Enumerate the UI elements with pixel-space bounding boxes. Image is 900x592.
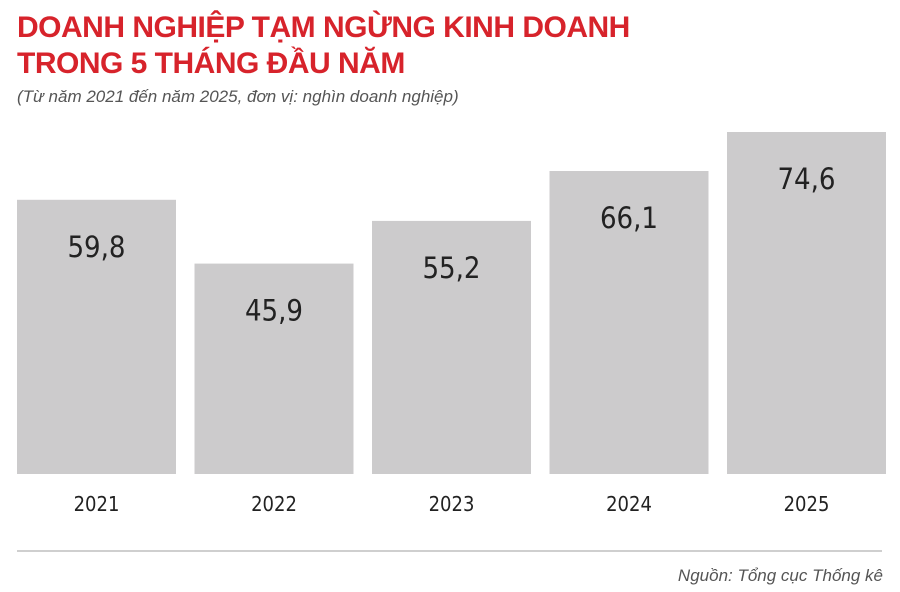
bar-2023 — [372, 220, 531, 474]
value-label-group: 59,8 45,9 55,2 66,1 74,6 — [67, 162, 835, 328]
chart-title-line-1: DOANH NGHIỆP TẠM NGỪNG KINH DOANH — [17, 11, 630, 44]
bar-2025 — [727, 132, 886, 474]
chart-title: DOANH NGHIỆP TẠM NGỪNG KINH DOANH TRONG … — [17, 10, 877, 82]
value-label-2023: 55,2 — [422, 251, 480, 285]
bar-2022 — [194, 263, 354, 474]
bar-2021 — [17, 199, 176, 475]
bar-group — [17, 132, 886, 475]
value-label-2025: 74,6 — [777, 162, 835, 196]
x-tick-label-2024: 2024 — [606, 492, 652, 516]
value-label-2024: 66,1 — [600, 201, 658, 235]
value-label-2022: 45,9 — [245, 294, 303, 328]
chart-title-line-2: TRONG 5 THÁNG ĐẦU NĂM — [17, 47, 405, 80]
bar-2024 — [549, 171, 709, 474]
source-note: Nguồn: Tổng cục Thống kê — [677, 566, 883, 585]
x-tick-label-2021: 2021 — [74, 492, 120, 516]
x-tick-label-2022: 2022 — [251, 492, 297, 516]
value-label-2021: 59,8 — [67, 230, 125, 264]
x-tick-label-2023: 2023 — [429, 492, 475, 516]
x-tick-label-2025: 2025 — [784, 492, 830, 516]
chart-subtitle: (Từ năm 2021 đến năm 2025, đơn vị: nghìn… — [17, 87, 459, 106]
x-tick-label-group: 2021 2022 2023 2024 2025 — [74, 492, 830, 516]
